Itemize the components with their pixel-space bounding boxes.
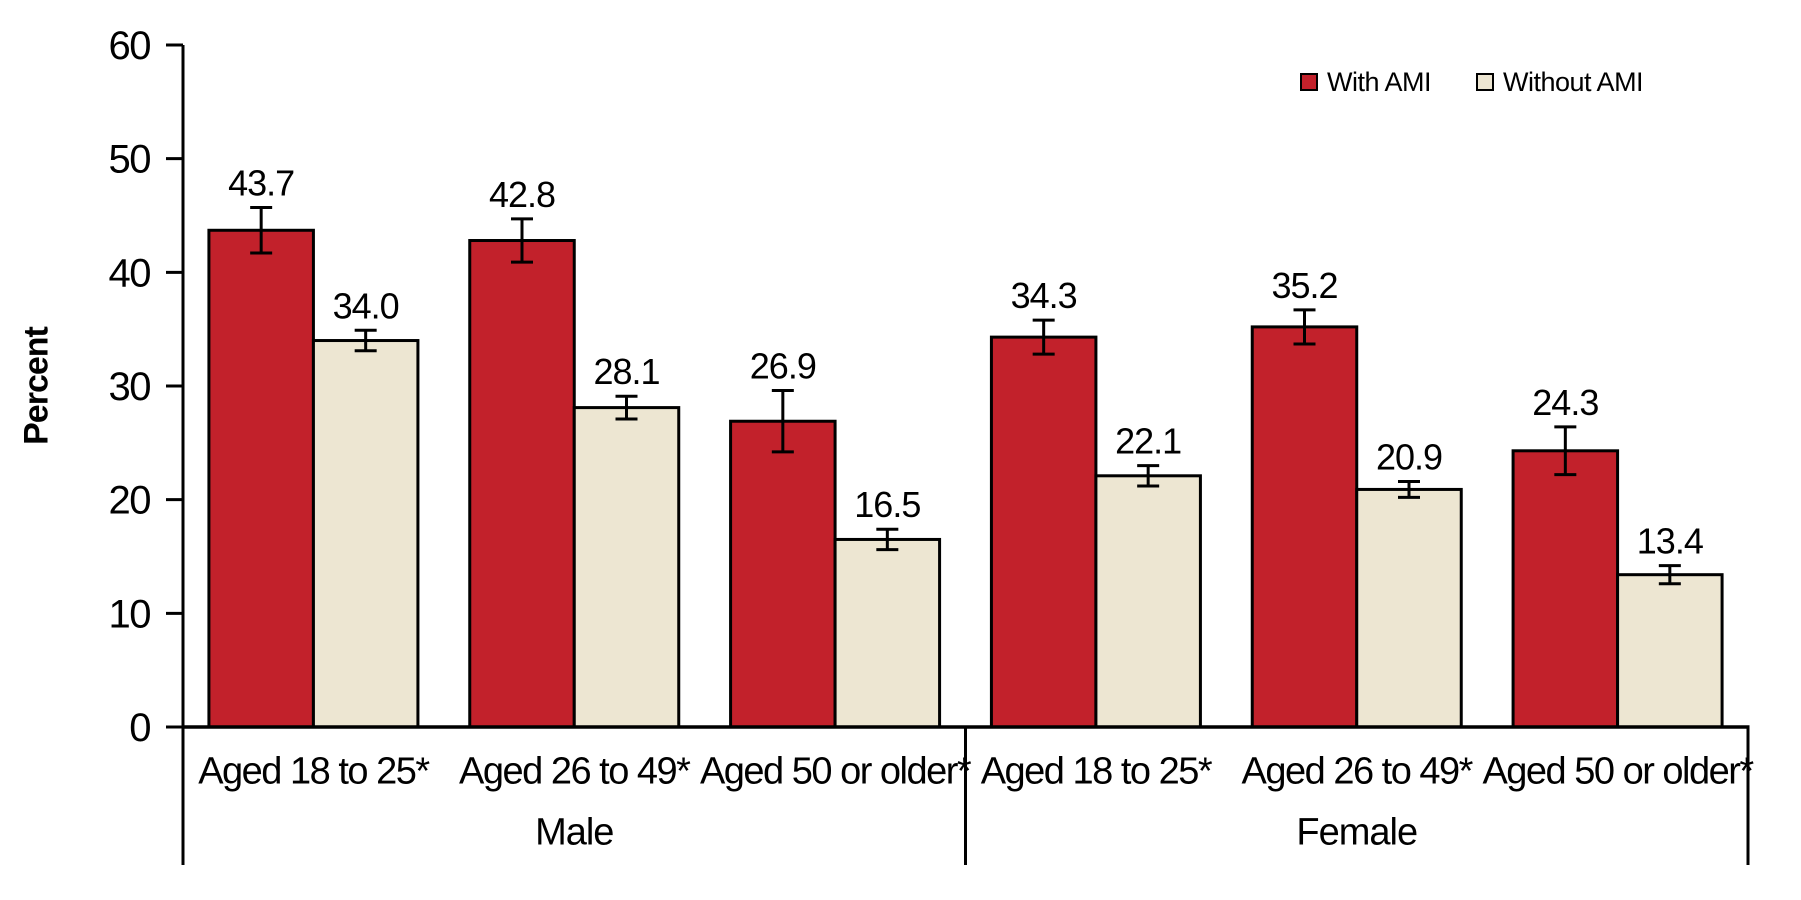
bar-with-ami [207,228,315,729]
category-label: Aged 26 to 49* [459,750,691,792]
group-label: Male [535,811,613,853]
value-label: 22.1 [1115,421,1181,462]
bar-without-ami [1094,474,1202,729]
bar-without-ami [311,339,420,729]
legend-swatch-without-ami-icon [1476,73,1495,91]
value-label: 26.9 [750,346,816,387]
bar-without-ami [833,537,942,729]
y-tick-label: 40 [109,251,151,295]
value-label: 35.2 [1271,265,1337,306]
y-tick-label: 0 [129,706,150,750]
group-label: Female [1296,811,1417,853]
y-tick-label: 30 [109,365,151,409]
legend-item-without-ami: Without AMI [1476,66,1644,98]
bar-with-ami [1511,449,1620,729]
value-label: 43.7 [228,163,294,204]
legend-item-with-ami: With AMI [1300,66,1432,98]
bar-with-ami [468,239,576,729]
bar-with-ami [1250,325,1359,729]
category-label: Aged 50 or older* [700,750,972,792]
value-label: 13.4 [1637,521,1703,562]
category-label: Aged 26 to 49* [1242,750,1474,792]
bar-with-ami [989,335,1098,729]
value-label: 16.5 [854,484,920,525]
y-tick-label: 10 [109,592,151,636]
bar-with-ami [729,419,837,729]
value-label: 34.3 [1011,275,1077,316]
category-label: Aged 18 to 25* [981,750,1213,792]
value-label: 28.1 [593,351,659,392]
bar-without-ami [572,406,681,729]
value-label: 34.0 [333,285,399,326]
value-label: 20.9 [1376,436,1442,477]
category-label: Aged 18 to 25* [198,750,430,792]
bar-without-ami [1616,573,1724,729]
category-label: Aged 50 or older* [1482,750,1754,792]
legend-label-without-ami: Without AMI [1503,66,1644,97]
y-tick-label: 50 [109,138,151,182]
y-axis-title: Percent [17,327,56,445]
y-tick-label: 60 [109,24,151,68]
legend: With AMI Without AMI [1300,62,1644,102]
bar-without-ami [1355,487,1463,729]
value-label: 24.3 [1532,382,1598,423]
legend-label-with-ami: With AMI [1327,66,1432,97]
value-label: 42.8 [489,174,555,215]
legend-swatch-with-ami-icon [1300,73,1318,91]
y-tick-label: 20 [109,479,151,523]
